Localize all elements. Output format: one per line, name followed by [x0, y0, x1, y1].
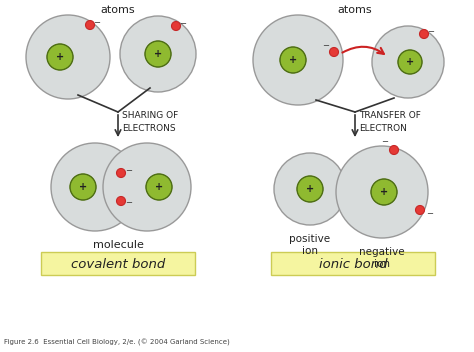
Circle shape: [117, 169, 126, 177]
FancyBboxPatch shape: [41, 252, 195, 275]
Text: +: +: [154, 49, 162, 59]
Circle shape: [329, 48, 338, 57]
Circle shape: [372, 26, 444, 98]
Circle shape: [274, 153, 346, 225]
Circle shape: [85, 20, 94, 30]
Text: negative
ion: negative ion: [359, 247, 405, 269]
Circle shape: [103, 143, 191, 231]
Text: −: −: [322, 42, 329, 50]
Circle shape: [26, 15, 110, 99]
Text: −: −: [126, 199, 133, 207]
Text: +: +: [380, 187, 388, 197]
Circle shape: [419, 30, 428, 38]
Text: ionic bond: ionic bond: [319, 258, 387, 270]
Text: SHARING OF
ELECTRONS: SHARING OF ELECTRONS: [122, 111, 178, 133]
Text: atoms: atoms: [337, 5, 372, 15]
Circle shape: [120, 16, 196, 92]
Text: +: +: [79, 182, 87, 192]
Text: atoms: atoms: [100, 5, 135, 15]
Circle shape: [416, 206, 425, 214]
Text: −: −: [93, 19, 100, 27]
Text: +: +: [406, 57, 414, 67]
Text: TRANSFER OF
ELECTRON: TRANSFER OF ELECTRON: [359, 111, 421, 133]
Text: Figure 2.6  Essential Cell Biology, 2/e. (© 2004 Garland Science): Figure 2.6 Essential Cell Biology, 2/e. …: [4, 339, 230, 346]
Text: +: +: [155, 182, 163, 192]
Circle shape: [172, 21, 181, 31]
Circle shape: [398, 50, 422, 74]
Circle shape: [70, 174, 96, 200]
Circle shape: [390, 145, 399, 155]
Circle shape: [253, 15, 343, 105]
Text: molecule: molecule: [92, 240, 144, 250]
Text: +: +: [56, 52, 64, 62]
Text: +: +: [289, 55, 297, 65]
Text: −: −: [382, 138, 389, 146]
Circle shape: [51, 143, 139, 231]
Text: −: −: [180, 19, 186, 29]
Circle shape: [47, 44, 73, 70]
Text: positive
ion: positive ion: [290, 234, 330, 256]
Text: covalent bond: covalent bond: [71, 258, 165, 270]
Text: −: −: [428, 27, 435, 37]
Text: −: −: [126, 166, 133, 176]
Circle shape: [145, 41, 171, 67]
Text: −: −: [427, 209, 434, 219]
Circle shape: [280, 47, 306, 73]
Circle shape: [297, 176, 323, 202]
Circle shape: [336, 146, 428, 238]
FancyBboxPatch shape: [271, 252, 435, 275]
Text: +: +: [306, 184, 314, 194]
Circle shape: [117, 196, 126, 206]
Circle shape: [146, 174, 172, 200]
Circle shape: [371, 179, 397, 205]
